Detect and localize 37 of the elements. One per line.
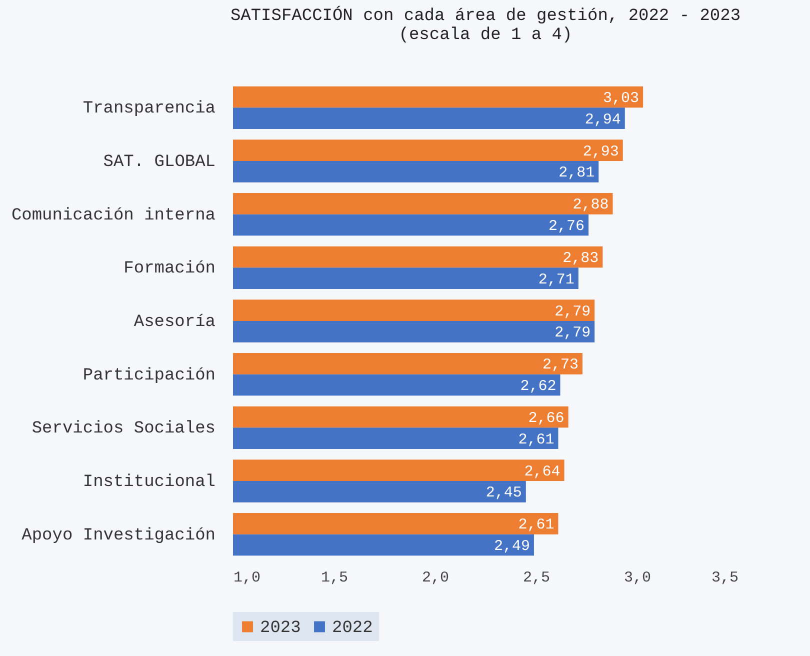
y-tick-label: Participación [82, 366, 216, 386]
y-tick-label: Formación [124, 260, 216, 279]
data-label: 3,03 [603, 90, 640, 107]
x-tick-label: 1,5 [320, 570, 348, 586]
data-label: 2,62 [520, 378, 556, 395]
data-label: 2,79 [554, 303, 591, 320]
data-label: 2,93 [582, 143, 619, 160]
data-label: 2,61 [518, 516, 554, 534]
data-label: 2,71 [538, 271, 574, 288]
y-tick-label: Asesoría [134, 313, 216, 332]
data-label: 2,66 [528, 410, 564, 427]
y-tick-label: Transparencia [82, 100, 216, 119]
x-tick-label: 1,0 [234, 570, 261, 586]
y-tick-label: Servicios Sociales [32, 420, 216, 439]
data-label: 2,81 [558, 164, 595, 182]
y-tick-label: Institucional [82, 473, 216, 492]
data-label: 2,79 [554, 324, 591, 342]
legend-label: 2022 [332, 618, 373, 638]
x-tick-label: 3,0 [624, 570, 652, 586]
legend-label: 2023 [260, 618, 301, 638]
y-tick-label: Comunicación interna [11, 206, 216, 226]
y-tick-label: SAT. GLOBAL [103, 153, 216, 172]
data-label: 2,94 [584, 111, 621, 128]
data-label: 2,64 [524, 463, 560, 480]
data-label: 2,45 [486, 484, 522, 502]
chart-title: SATISFACCIÓN con cada área de gestión, 2022 - 2023 [230, 5, 741, 26]
x-tick-label: 2,5 [522, 570, 550, 586]
chart-subtitle: (escala de 1 a 4) [398, 26, 572, 45]
y-tick-label: Apoyo Investigación [22, 526, 216, 546]
data-label: 2,61 [518, 431, 554, 448]
data-label: 2,73 [542, 356, 578, 374]
data-label: 2,83 [562, 250, 599, 267]
x-tick-label: 2,0 [422, 570, 450, 586]
data-label: 2,76 [548, 218, 585, 235]
x-tick-label: 3,5 [711, 570, 738, 586]
data-label: 2,88 [572, 196, 609, 214]
data-label: 2,49 [494, 538, 530, 555]
